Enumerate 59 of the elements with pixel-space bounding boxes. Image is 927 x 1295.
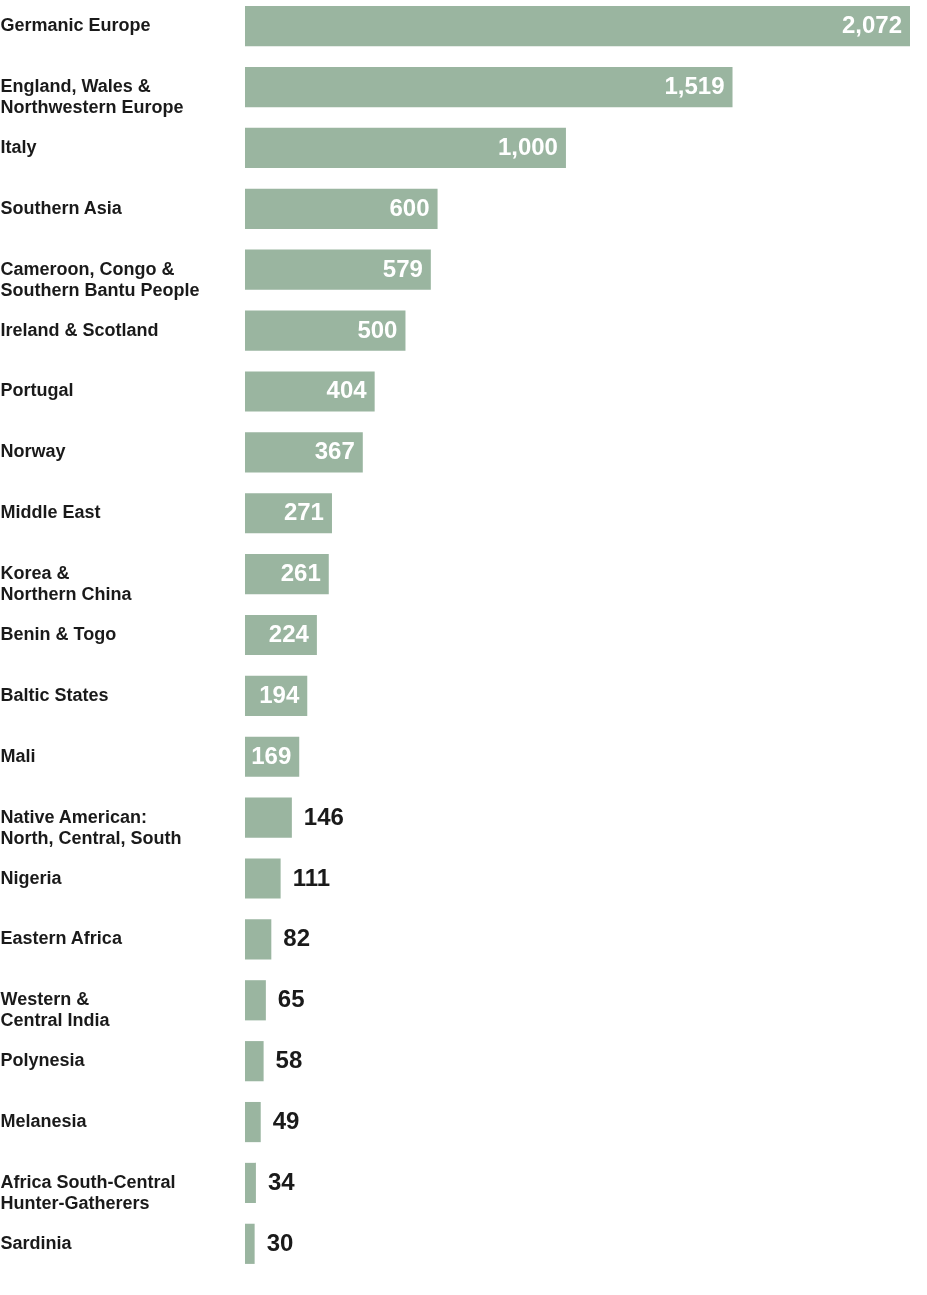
y-tick-label: Native American: North, Central, South xyxy=(0,806,182,848)
data-label: 271 xyxy=(283,498,324,526)
bar xyxy=(245,493,332,534)
bar xyxy=(245,1162,256,1204)
bar xyxy=(245,980,266,1021)
data-label: 146 xyxy=(303,802,344,830)
bar xyxy=(245,127,566,169)
y-tick-label: Portugal xyxy=(0,380,74,401)
y-tick-label: Ireland & Scotland xyxy=(0,319,159,340)
data-label: 65 xyxy=(277,985,305,1013)
data-label: 600 xyxy=(389,193,430,221)
bar xyxy=(245,188,438,229)
y-tick-label: England, Wales & Northwestern Europe xyxy=(0,76,184,118)
data-label: 1,000 xyxy=(497,132,558,160)
data-label: 34 xyxy=(267,1167,296,1195)
bar xyxy=(245,371,375,412)
bar xyxy=(245,797,292,838)
bar xyxy=(245,6,910,47)
data-label: 169 xyxy=(251,741,292,769)
bar xyxy=(245,1223,255,1264)
y-tick-label: Norway xyxy=(0,441,66,462)
bar xyxy=(245,66,733,108)
data-label: 49 xyxy=(272,1107,300,1135)
data-label: 58 xyxy=(275,1046,303,1074)
bar xyxy=(245,1101,261,1143)
data-label: 500 xyxy=(357,315,398,343)
bar xyxy=(245,432,363,473)
data-label: 224 xyxy=(268,620,310,647)
bar xyxy=(245,249,431,290)
y-tick-label: Germanic Europe xyxy=(0,15,151,36)
y-tick-label: Italy xyxy=(0,136,37,157)
y-tick-label: Southern Asia xyxy=(0,197,123,218)
data-label: 404 xyxy=(326,376,368,404)
y-tick-label: Western & Central India xyxy=(0,989,111,1031)
y-tick-label: Cameroon, Congo & Southern Bantu People xyxy=(0,258,200,300)
y-tick-label: Baltic States xyxy=(0,684,109,705)
y-tick-label: Polynesia xyxy=(0,1050,86,1071)
y-tick-label: Nigeria xyxy=(0,867,63,888)
data-label: 1,519 xyxy=(664,72,725,100)
data-label: 111 xyxy=(292,863,331,891)
y-tick-label: Africa South-Central Hunter-Gatherers xyxy=(0,1171,176,1213)
y-tick-label: Korea & Northern China xyxy=(0,563,133,605)
data-label: 367 xyxy=(314,437,355,465)
y-tick-label: Mali xyxy=(0,745,36,766)
data-label: 2,072 xyxy=(841,11,902,39)
data-label: 194 xyxy=(259,680,300,708)
bar xyxy=(245,310,406,351)
y-tick-label: Middle East xyxy=(0,502,101,523)
bar xyxy=(245,1041,264,1082)
y-tick-label: Benin & Togo xyxy=(0,624,117,644)
y-tick-label: Sardinia xyxy=(0,1232,73,1253)
bar xyxy=(245,919,272,960)
bar xyxy=(245,858,281,899)
y-tick-label: Melanesia xyxy=(0,1111,88,1132)
data-label: 30 xyxy=(266,1228,294,1256)
y-tick-label: Eastern Africa xyxy=(0,928,123,949)
data-label: 82 xyxy=(283,924,311,952)
data-label: 261 xyxy=(280,559,321,587)
data-label: 579 xyxy=(382,254,423,282)
